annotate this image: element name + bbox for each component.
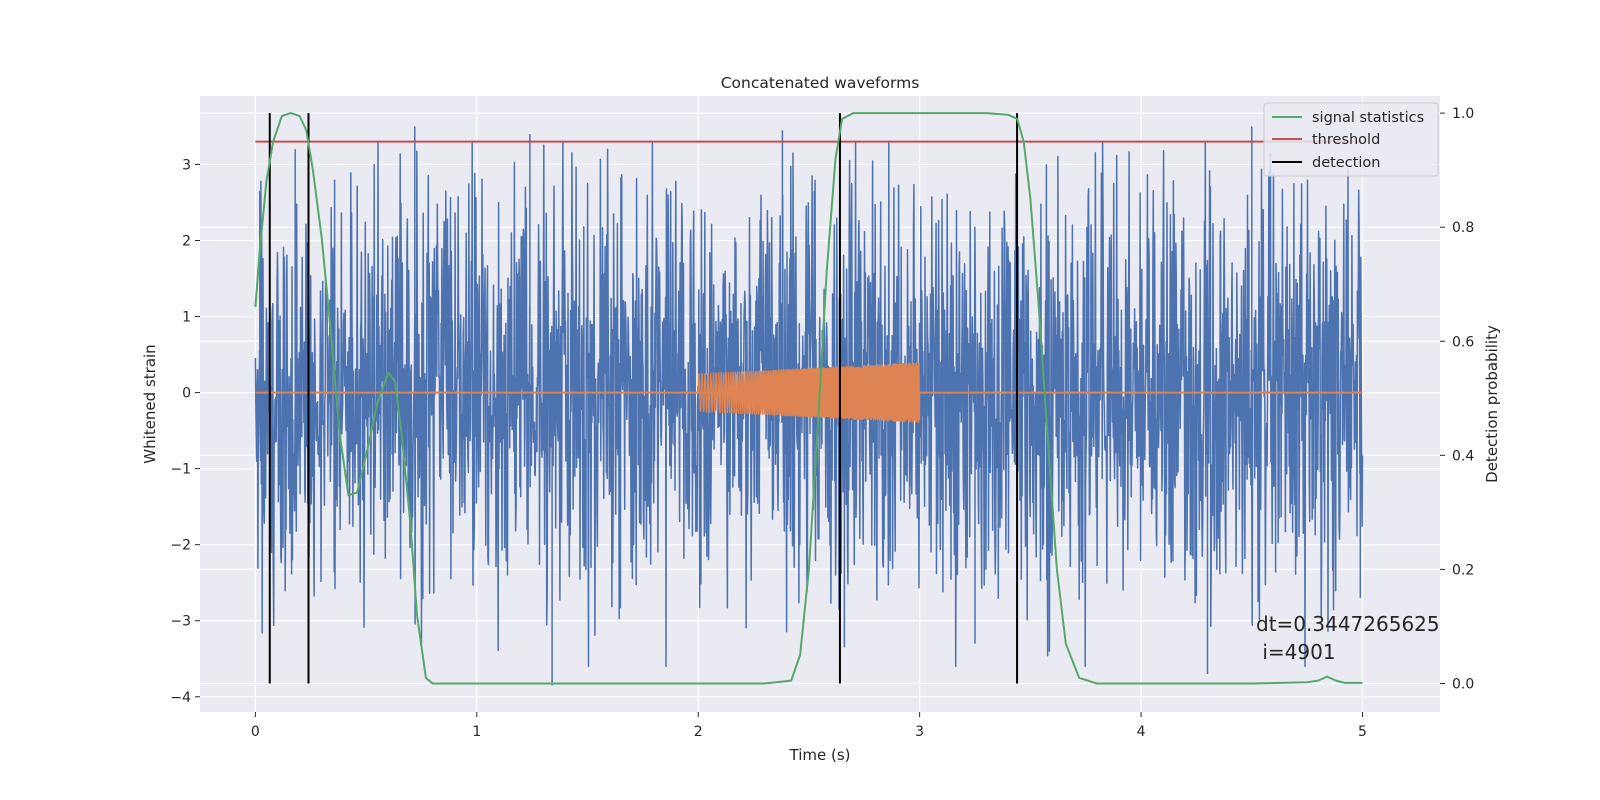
chart-title: Concatenated waveforms — [721, 74, 920, 92]
x-tick-label: 2 — [694, 724, 703, 740]
legend-label-detection: detection — [1312, 155, 1380, 171]
x-tick-label: 0 — [251, 724, 260, 740]
injected-waveform-series — [255, 362, 1363, 424]
whitened-data-series — [254, 126, 1364, 686]
y2-tick-label: 0.4 — [1452, 448, 1474, 464]
y-tick-label: 3 — [182, 157, 191, 173]
x-tick-label: 5 — [1358, 724, 1367, 740]
y-axis-label: Whitened strain — [141, 344, 159, 463]
x-tick-label: 4 — [1137, 724, 1146, 740]
legend-box — [1263, 102, 1439, 177]
y2-tick-label: 0.8 — [1452, 220, 1474, 236]
y-tick-label: 1 — [182, 310, 191, 326]
whitened-data-line — [254, 126, 1364, 686]
x-tick-label: 1 — [472, 724, 481, 740]
x-axis-label: Time (s) — [789, 746, 851, 764]
x-tick-label: 3 — [915, 724, 924, 740]
legend-label-threshold: threshold — [1312, 132, 1380, 148]
y-tick-label: −1 — [170, 462, 191, 478]
y-tick-label: 0 — [182, 386, 191, 402]
y-tick-label: −4 — [170, 690, 191, 706]
y-tick-label: 2 — [182, 233, 191, 249]
y-tick-label: −2 — [170, 538, 191, 554]
annotation-dt: dt=0.3447265625 — [1256, 612, 1440, 636]
y2-tick-label: 0.0 — [1452, 676, 1474, 692]
legend-label-signal-statistics: signal statistics — [1312, 110, 1424, 126]
legend: signal statistics threshold detection — [1263, 102, 1439, 177]
y2-tick-label: 1.0 — [1452, 106, 1474, 122]
y2-tick-label: 0.6 — [1452, 334, 1474, 350]
axis-ticks: 0 1 2 3 4 5 −4 −3 −2 −1 0 1 2 3 0.0 0.2 0.4 0.6 0.8 1.0 — [170, 106, 1474, 740]
injected-waveform-line — [697, 362, 921, 424]
annotation-index: i=4901 — [1256, 640, 1336, 664]
signal-statistics-line — [254, 112, 1363, 685]
y-tick-label: −3 — [170, 614, 191, 630]
y2-tick-label: 0.2 — [1452, 562, 1474, 578]
signal-statistics-series — [254, 112, 1363, 685]
y2-axis-label: Detection probability — [1483, 325, 1501, 483]
